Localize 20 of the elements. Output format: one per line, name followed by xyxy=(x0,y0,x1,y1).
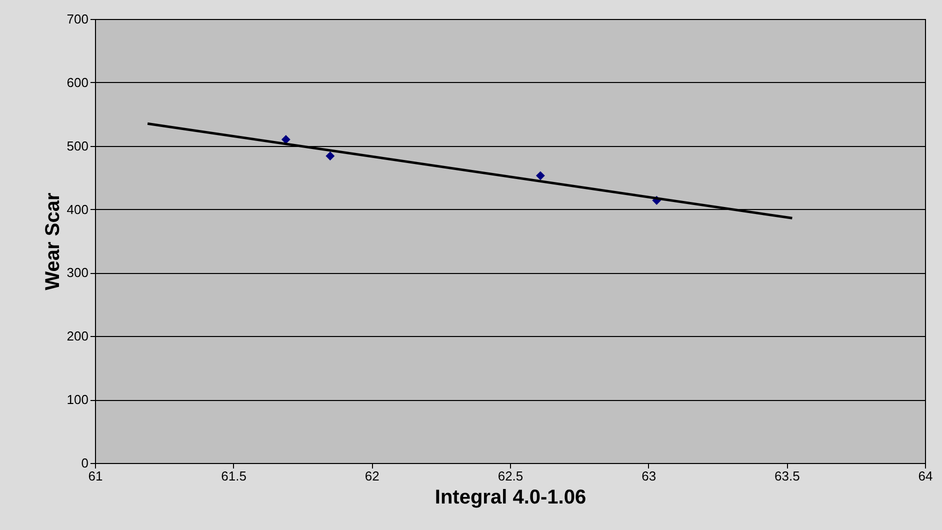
x-tick-label: 63.5 xyxy=(774,468,800,484)
y-tick-label: 600 xyxy=(66,74,88,90)
y-tick-label: 200 xyxy=(66,328,88,344)
y-tick-label: 500 xyxy=(66,138,88,154)
x-axis-title: Integral 4.0-1.06 xyxy=(434,486,586,508)
x-tick-label: 61.5 xyxy=(221,468,246,484)
x-tick-label: 61 xyxy=(88,468,103,484)
point xyxy=(536,171,545,180)
x-tick-label: 64 xyxy=(918,468,933,484)
x-tick-label: 62 xyxy=(364,468,380,484)
point xyxy=(281,135,290,144)
y-tick-label: 100 xyxy=(66,392,88,408)
y-tick-label: 700 xyxy=(66,12,88,26)
y-tick-label: 0 xyxy=(81,456,88,470)
x-tick-label: 62.5 xyxy=(498,468,524,484)
point xyxy=(326,152,335,160)
y-tick-label: 400 xyxy=(66,202,88,217)
y-axis-title: Wear Scar xyxy=(42,192,64,290)
x-tick-label: 63 xyxy=(642,468,656,484)
y-tick-label: 300 xyxy=(66,265,88,280)
